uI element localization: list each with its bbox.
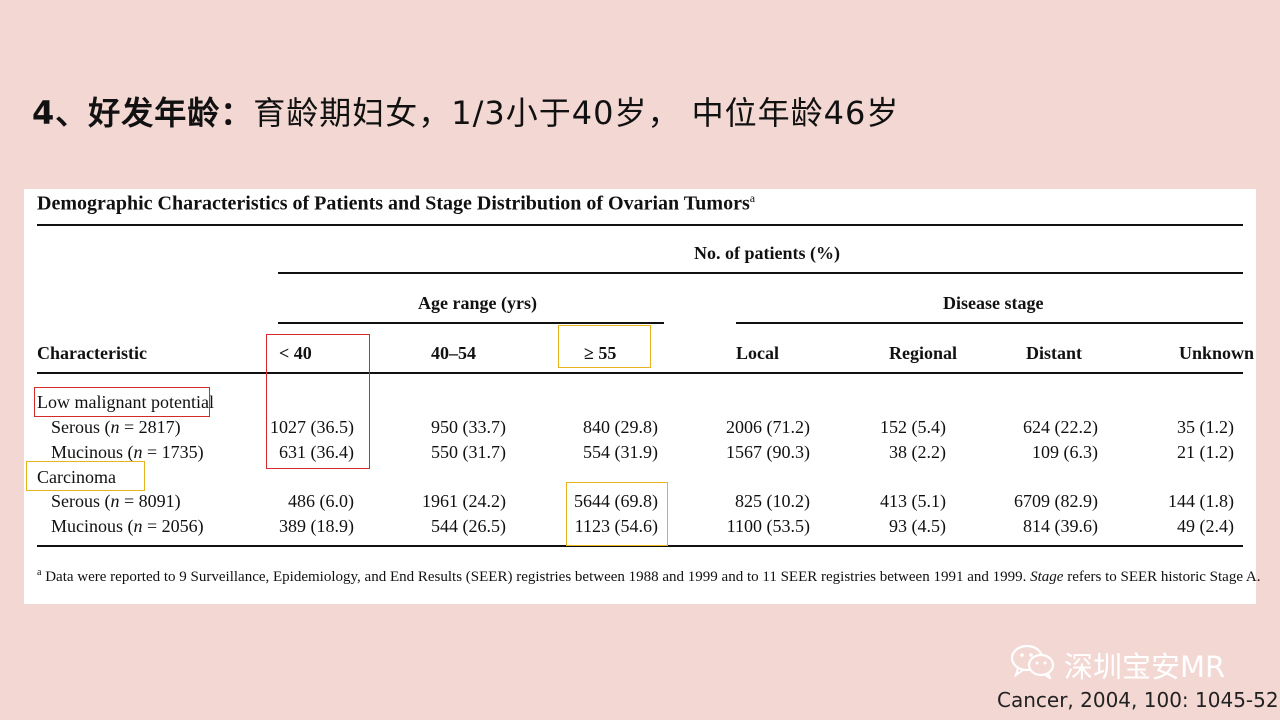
cell: 144 (1.8) bbox=[1168, 491, 1234, 511]
header-disease-stage: Disease stage bbox=[943, 293, 1044, 313]
row-n-open: ( bbox=[127, 442, 134, 462]
cell: 825 (10.2) bbox=[735, 491, 810, 511]
cell: 413 (5.1) bbox=[880, 491, 946, 511]
row-label: Mucinous (n = 2056) bbox=[51, 516, 204, 537]
row-n-open: ( bbox=[127, 516, 134, 536]
highlight-box-lt40-column bbox=[266, 334, 370, 469]
cell: 631 (36.4) bbox=[279, 442, 354, 462]
citation: Cancer, 2004, 100: 1045-52 bbox=[997, 688, 1279, 712]
row-n-open: ( bbox=[104, 491, 111, 511]
cell: 2006 (71.2) bbox=[726, 417, 810, 437]
row-n-var: n bbox=[110, 491, 120, 511]
cell: 35 (1.2) bbox=[1177, 417, 1234, 437]
cell: 1027 (36.5) bbox=[270, 417, 354, 437]
col-header-local: Local bbox=[736, 343, 779, 363]
caption-footnote-marker: a bbox=[749, 191, 756, 205]
cell: 554 (31.9) bbox=[583, 442, 658, 462]
footnote-italic: Stage bbox=[1030, 569, 1064, 585]
footnote-text: Data were reported to 9 Surveillance, Ep… bbox=[41, 569, 1031, 585]
table-caption-text: Demographic Characteristics of Patients … bbox=[37, 192, 750, 215]
cell: 6709 (82.9) bbox=[1014, 491, 1098, 511]
table-figure: Demographic Characteristics of Patients … bbox=[24, 189, 1261, 604]
cell: 950 (33.7) bbox=[431, 417, 506, 437]
cell: 5644 (69.8) bbox=[574, 491, 658, 511]
highlight-box-low-malignant bbox=[34, 387, 210, 417]
rule-table-bottom bbox=[37, 545, 1243, 547]
row-n-value: = 2817) bbox=[119, 417, 181, 437]
footnote-marker: a bbox=[37, 567, 42, 578]
row-name: Mucinous bbox=[51, 442, 123, 462]
slide-title-text: 育龄期妇女，1/3小于40岁， 中位年龄46岁 bbox=[253, 94, 900, 132]
table-footnote: a Data were reported to 9 Surveillance, … bbox=[37, 567, 1261, 586]
cell: 1123 (54.6) bbox=[574, 516, 658, 536]
section-label-lmp: Low malignant potential bbox=[37, 392, 214, 412]
cell: 49 (2.4) bbox=[1177, 516, 1234, 536]
row-n-var: n bbox=[133, 442, 143, 462]
row-n-value: = 8091) bbox=[119, 491, 181, 511]
rule-age-range bbox=[278, 322, 664, 324]
col-header-regional: Regional bbox=[889, 343, 958, 363]
row-name: Serous bbox=[51, 491, 100, 511]
slide-title-label: 4、好发年龄： bbox=[32, 94, 254, 132]
cell: 486 (6.0) bbox=[288, 491, 354, 511]
footnote-end: refers to SEER historic Stage A. bbox=[1063, 569, 1261, 585]
watermark: 深圳宝安MR bbox=[1010, 643, 1225, 686]
cell: 1100 (53.5) bbox=[726, 516, 810, 536]
rule-top bbox=[37, 224, 1243, 226]
col-header-40-54: 40–54 bbox=[431, 343, 476, 363]
row-name: Mucinous bbox=[51, 516, 123, 536]
cell: 1567 (90.3) bbox=[726, 442, 810, 462]
row-label: Serous (n = 8091) bbox=[51, 491, 181, 512]
wechat-icon bbox=[1010, 643, 1056, 686]
section-label-carcinoma: Carcinoma bbox=[37, 467, 116, 487]
cell: 109 (6.3) bbox=[1032, 442, 1098, 462]
highlight-box-carcinoma bbox=[26, 461, 145, 491]
cell: 1961 (24.2) bbox=[422, 491, 506, 511]
row-n-value: = 2056) bbox=[142, 516, 204, 536]
cell: 152 (5.4) bbox=[880, 417, 946, 437]
table-caption: Demographic Characteristics of Patients … bbox=[37, 191, 755, 216]
cell: 840 (29.8) bbox=[583, 417, 658, 437]
col-header-lt40: < 40 bbox=[279, 343, 312, 363]
cell: 544 (26.5) bbox=[431, 516, 506, 536]
row-n-open: ( bbox=[104, 417, 111, 437]
row-n-var: n bbox=[133, 516, 143, 536]
cell: 624 (22.2) bbox=[1023, 417, 1098, 437]
cell: 814 (39.6) bbox=[1023, 516, 1098, 536]
cell: 93 (4.5) bbox=[889, 516, 946, 536]
watermark-text: 深圳宝安MR bbox=[1064, 649, 1226, 684]
header-characteristic: Characteristic bbox=[37, 343, 147, 363]
row-n-var: n bbox=[110, 417, 120, 437]
cell: 389 (18.9) bbox=[279, 516, 354, 536]
header-no-of-patients: No. of patients (%) bbox=[694, 243, 840, 263]
row-label: Serous (n = 2817) bbox=[51, 417, 181, 438]
rule-patients bbox=[278, 272, 1243, 274]
col-header-unknown: Unknown bbox=[1179, 343, 1255, 363]
cell: 38 (2.2) bbox=[889, 442, 946, 462]
highlight-box-ge55-header bbox=[558, 325, 651, 368]
col-header-ge55: ≥ 55 bbox=[584, 343, 617, 363]
header-age-range: Age range (yrs) bbox=[418, 293, 537, 313]
rule-header-bottom bbox=[37, 372, 1243, 374]
row-name: Serous bbox=[51, 417, 100, 437]
slide-title: 4、好发年龄：育龄期妇女，1/3小于40岁， 中位年龄46岁 bbox=[32, 88, 899, 134]
highlight-box-ge55-carcinoma bbox=[566, 482, 668, 546]
cell: 550 (31.7) bbox=[431, 442, 506, 462]
row-n-value: = 1735) bbox=[142, 442, 204, 462]
col-header-distant: Distant bbox=[1026, 343, 1083, 363]
rule-disease-stage bbox=[736, 322, 1243, 324]
cell: 21 (1.2) bbox=[1177, 442, 1234, 462]
row-label: Mucinous (n = 1735) bbox=[51, 442, 204, 463]
